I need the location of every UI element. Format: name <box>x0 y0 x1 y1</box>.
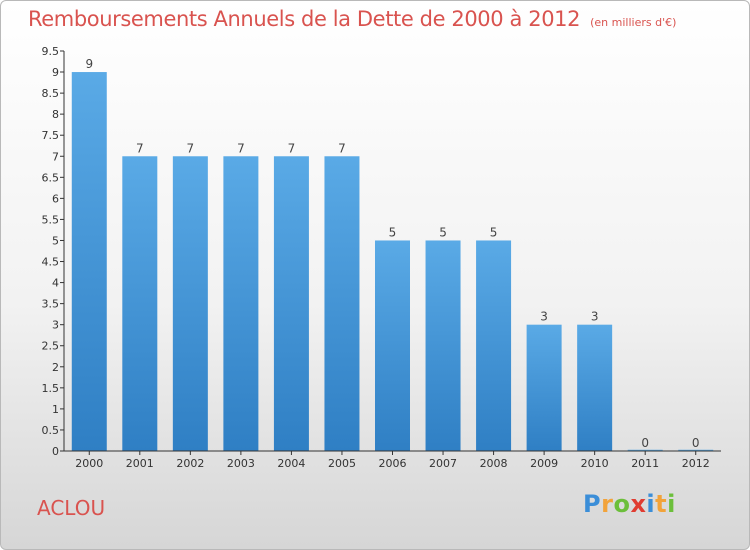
data-label: 5 <box>439 225 447 239</box>
data-label: 0 <box>641 436 649 450</box>
x-tick-label: 2010 <box>581 457 609 470</box>
y-tick-label: 2 <box>52 361 59 374</box>
y-tick-label: 4.5 <box>42 256 60 269</box>
y-tick-label: 7 <box>52 150 59 163</box>
y-axis: 0 0.5 1 1.5 2 2.5 3 3.5 4 4.5 5 5.5 6 6.5 7 7.5 8 8.5 9 9.5 <box>42 45 65 458</box>
logo-letter: r <box>601 490 614 518</box>
bar <box>223 156 259 451</box>
y-tick-label: 5.5 <box>42 213 60 226</box>
bar <box>71 72 107 451</box>
y-tick-label: 0 <box>52 445 59 458</box>
y-tick-label: 1 <box>52 403 59 416</box>
x-tick-label: 2012 <box>682 457 710 470</box>
y-tick-label: 0.5 <box>42 424 60 437</box>
y-tick-label: 2.5 <box>42 340 60 353</box>
logo-letter: t <box>655 490 668 518</box>
bar <box>476 240 512 451</box>
data-label: 7 <box>288 141 296 155</box>
data-label: 9 <box>85 57 93 71</box>
x-tick-label: 2006 <box>379 457 407 470</box>
proxiti-logo: Proxiti <box>583 490 676 518</box>
chart-title: Remboursements Annuels de la Dette de 20… <box>28 7 677 31</box>
bar <box>577 324 613 451</box>
data-label: 7 <box>338 141 346 155</box>
logo-letter: P <box>583 490 602 518</box>
commune-name: ACLOU <box>37 496 106 520</box>
bar <box>273 156 309 451</box>
y-tick-label: 4 <box>52 277 59 290</box>
x-tick-label: 2003 <box>227 457 255 470</box>
bar <box>324 156 360 451</box>
y-tick-label: 1.5 <box>42 382 60 395</box>
y-tick-label: 3 <box>52 319 59 332</box>
x-tick-label: 2004 <box>277 457 305 470</box>
data-label: 7 <box>136 141 144 155</box>
bar <box>526 324 562 451</box>
y-tick-label: 6 <box>52 192 59 205</box>
data-label: 3 <box>591 310 599 324</box>
logo-letter: x <box>630 490 647 518</box>
bar <box>425 240 461 451</box>
y-tick-label: 7.5 <box>42 129 60 142</box>
y-tick-label: 5 <box>52 234 59 247</box>
data-label: 5 <box>389 225 397 239</box>
y-tick-label: 3.5 <box>42 298 60 311</box>
logo-letter: i <box>667 490 676 518</box>
data-label: 7 <box>237 141 245 155</box>
y-tick-label: 6.5 <box>42 171 60 184</box>
x-tick-label: 2005 <box>328 457 356 470</box>
bar <box>375 240 410 451</box>
y-tick-label: 9.5 <box>42 45 60 58</box>
logo-letter: i <box>646 490 656 518</box>
x-axis: 2000 2001 2002 2003 2004 2005 2006 2007 2008 2009… <box>64 450 721 470</box>
x-tick-label: 2008 <box>480 457 508 470</box>
bar <box>172 156 208 451</box>
y-tick-label: 8.5 <box>42 87 60 100</box>
data-label: 5 <box>490 225 498 239</box>
logo-letter: o <box>613 490 631 518</box>
data-label: 7 <box>187 141 195 155</box>
bar <box>122 156 158 451</box>
bars: 9 7 7 7 7 7 5 5 5 3 3 0 0 <box>71 57 714 452</box>
x-tick-label: 2001 <box>126 457 154 470</box>
x-tick-label: 2002 <box>176 457 204 470</box>
x-tick-label: 2000 <box>75 457 103 470</box>
x-tick-label: 2007 <box>429 457 457 470</box>
y-tick-label: 9 <box>52 66 59 79</box>
x-tick-label: 2011 <box>631 457 659 470</box>
data-label: 0 <box>692 436 700 450</box>
x-tick-label: 2009 <box>530 457 558 470</box>
chart-subtitle: (en milliers d'€) <box>590 16 677 29</box>
data-label: 3 <box>540 310 548 324</box>
y-tick-label: 8 <box>52 108 59 121</box>
